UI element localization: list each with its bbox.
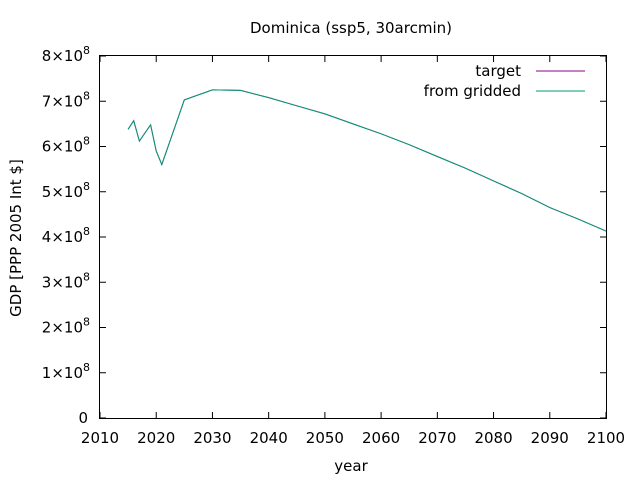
y-tick-exponent: 8 <box>83 89 90 102</box>
x-tick-label: 2010 <box>81 429 119 447</box>
y-tick-exponent: 8 <box>83 135 90 148</box>
x-tick-label: 2060 <box>362 429 400 447</box>
y-tick-exponent: 8 <box>83 225 90 238</box>
x-tick-label: 2040 <box>250 429 288 447</box>
y-tick-mantissa: 5×10 <box>42 183 83 201</box>
plot-border <box>99 55 607 419</box>
x-tick-label: 2080 <box>474 429 512 447</box>
y-tick-exponent: 8 <box>83 361 90 374</box>
x-tick-label: 2050 <box>306 429 344 447</box>
y-tick-mantissa: 1×10 <box>42 364 83 382</box>
x-tick-label: 2020 <box>137 429 175 447</box>
y-tick-mantissa: 8×10 <box>42 47 83 65</box>
y-tick-label: 4×108 <box>42 225 90 246</box>
y-tick-label: 8×108 <box>42 44 90 65</box>
y-tick-label: 0 <box>78 409 88 427</box>
y-axis-label: GDP [PPP 2005 Int $] <box>7 159 25 317</box>
y-tick-label: 2×108 <box>42 316 90 337</box>
x-axis-ticks: 2010 2020 2030 2040 2050 2060 2070 2080 2090 2100 <box>81 56 625 447</box>
y-tick-mantissa: 7×10 <box>42 92 83 110</box>
y-tick-label: 7×108 <box>42 89 90 110</box>
y-tick-label: 1×108 <box>42 361 90 382</box>
y-tick-exponent: 8 <box>83 180 90 193</box>
y-tick-mantissa: 2×10 <box>42 319 83 337</box>
x-tick-label: 2100 <box>587 429 625 447</box>
y-tick-mantissa: 6×10 <box>42 138 83 156</box>
x-tick-label: 2030 <box>193 429 231 447</box>
y-axis-ticks: 01×1082×1083×1084×1085×1086×1087×1088×10… <box>42 44 606 427</box>
x-axis-label: year <box>334 457 368 475</box>
x-tick-label: 2070 <box>418 429 456 447</box>
y-tick-mantissa: 4×10 <box>42 228 83 246</box>
series-line-1 <box>127 89 607 232</box>
series-line-2 <box>127 89 607 232</box>
chart-title: Dominica (ssp5, 30arcmin) <box>250 19 452 37</box>
legend-label: target <box>475 62 521 80</box>
x-tick-label: 2090 <box>531 429 569 447</box>
y-tick-exponent: 8 <box>83 270 90 283</box>
y-tick-label: 5×108 <box>42 180 90 201</box>
legend: target from gridded <box>424 62 585 100</box>
y-tick-label: 3×108 <box>42 270 90 291</box>
y-tick-exponent: 8 <box>83 316 90 329</box>
y-tick-mantissa: 3×10 <box>42 273 83 291</box>
legend-label: from gridded <box>424 82 521 100</box>
y-tick-label: 6×108 <box>42 135 90 156</box>
y-tick-exponent: 8 <box>83 44 90 57</box>
series-layer <box>127 89 607 232</box>
